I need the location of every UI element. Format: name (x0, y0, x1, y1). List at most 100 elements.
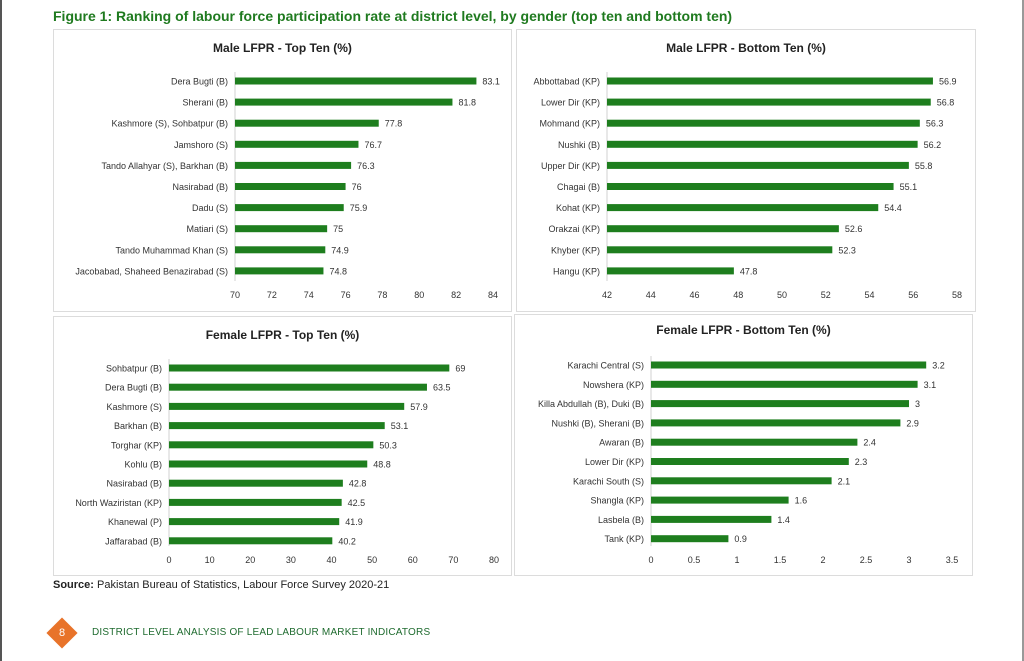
data-label: 2.4 (863, 438, 876, 448)
x-tick-label: 42 (602, 290, 612, 300)
bar (607, 98, 931, 106)
category-label: Kashmore (S), Sohbatpur (B) (111, 119, 228, 129)
data-label: 40.2 (338, 536, 356, 546)
category-label: Jamshoro (S) (174, 140, 228, 150)
bar (169, 402, 405, 410)
bar (651, 419, 901, 427)
data-label: 76.3 (357, 161, 375, 171)
x-tick-label: 72 (267, 290, 277, 300)
chart-svg-male-bottom-ten: Male LFPR - Bottom Ten (%) Abbottabad (KP… (533, 41, 962, 300)
data-label: 1.6 (795, 496, 808, 506)
data-label: 77.8 (385, 119, 403, 129)
chart-female-bottom-ten: Female LFPR - Bottom Ten (%) Karachi Cent… (514, 314, 973, 576)
category-label: Hangu (KP) (553, 266, 600, 276)
bar (607, 183, 894, 190)
category-label: Tando Allahyar (S), Barkhan (B) (101, 161, 228, 171)
data-label: 2.9 (906, 418, 919, 428)
bar (651, 535, 729, 543)
bar (607, 246, 833, 254)
x-tick-label: 3 (906, 555, 911, 565)
data-label: 56.9 (939, 77, 957, 87)
category-label: Chagai (B) (557, 182, 600, 192)
category-label: Karachi Central (S) (567, 361, 644, 371)
data-label: 48.8 (373, 460, 391, 470)
data-label: 53.1 (391, 421, 409, 431)
category-label: Orakzai (KP) (548, 224, 600, 234)
x-tick-label: 76 (341, 290, 351, 300)
bar (651, 458, 849, 465)
data-label: 83.1 (482, 77, 500, 87)
bar (235, 140, 359, 148)
category-label: Jacobabad, Shaheed Benazirabad (S) (75, 266, 228, 276)
data-label: 56.2 (924, 140, 942, 150)
data-label: 52.6 (845, 224, 863, 234)
data-label: 2.3 (855, 457, 868, 467)
category-label: Tando Muhammad Khan (S) (115, 245, 228, 255)
category-label: Sherani (B) (182, 98, 228, 108)
x-tick-label: 1 (734, 555, 739, 565)
data-label: 3.1 (924, 380, 937, 390)
x-tick-label: 30 (286, 555, 296, 565)
footer-title: DISTRICT LEVEL ANALYSIS OF LEAD LABOUR M… (92, 627, 431, 638)
bar (651, 477, 832, 485)
bar (607, 140, 918, 148)
chart-svg-male-top-ten: Male LFPR - Top Ten (%) Dera Bugti (B) 83.… (75, 41, 500, 300)
data-label: 63.5 (433, 383, 451, 393)
data-label: 56.3 (926, 119, 944, 129)
data-label: 55.1 (900, 182, 918, 192)
x-tick-label: 20 (245, 555, 255, 565)
bar (651, 380, 918, 388)
category-label: Nushki (B) (558, 140, 600, 150)
chart-title: Male LFPR - Top Ten (%) (213, 41, 352, 55)
data-label: 81.8 (458, 98, 476, 108)
x-tick-label: 56 (908, 290, 918, 300)
bar (169, 441, 374, 449)
data-label: 3 (915, 399, 920, 409)
category-label: Nowshera (KP) (583, 380, 644, 390)
category-label: Karachi South (S) (573, 476, 644, 486)
data-label: 56.8 (937, 98, 955, 108)
category-label: Shangla (KP) (590, 496, 644, 506)
chart-svg-female-top-ten: Female LFPR - Top Ten (%) Sohbatpur (B) 69… (75, 328, 499, 565)
page-edge-left (0, 0, 2, 661)
bar (169, 383, 427, 391)
bar (651, 361, 927, 369)
x-tick-label: 0 (648, 555, 653, 565)
source-label: Source: (53, 579, 94, 591)
data-label: 69 (455, 364, 465, 374)
data-label: 54.4 (884, 203, 902, 213)
category-label: Torghar (KP) (111, 440, 162, 450)
x-tick-label: 50 (777, 290, 787, 300)
chart-title: Male LFPR - Bottom Ten (%) (666, 41, 826, 55)
category-label: Khanewal (P) (108, 517, 162, 527)
category-label: Khyber (KP) (551, 245, 600, 255)
data-label: 74.9 (331, 245, 349, 255)
bar (651, 515, 772, 523)
bar (235, 246, 326, 254)
data-label: 1.4 (777, 515, 790, 525)
x-tick-label: 80 (489, 555, 499, 565)
data-label: 76.7 (364, 140, 382, 150)
x-tick-label: 2.5 (860, 555, 873, 565)
category-label: Sohbatpur (B) (106, 364, 162, 374)
category-label: Dera Bugti (B) (171, 77, 228, 87)
x-tick-label: 10 (205, 555, 215, 565)
x-tick-label: 54 (864, 290, 874, 300)
x-tick-label: 80 (414, 290, 424, 300)
bar (607, 204, 879, 212)
bar (651, 496, 789, 504)
x-tick-label: 52 (821, 290, 831, 300)
category-label: Upper Dir (KP) (541, 161, 600, 171)
figure-title: Figure 1: Ranking of labour force partic… (53, 8, 733, 24)
bar (651, 400, 909, 408)
category-label: North Waziristan (KP) (75, 498, 162, 508)
category-label: Abbottabad (KP) (533, 77, 600, 87)
bar (607, 267, 734, 275)
category-label: Barkhan (B) (114, 421, 162, 431)
bar (607, 77, 933, 85)
bar (607, 161, 909, 169)
bar (169, 537, 333, 545)
x-tick-label: 44 (646, 290, 656, 300)
bar (169, 498, 342, 506)
source-note: Source: Pakistan Bureau of Statistics, L… (53, 579, 389, 591)
